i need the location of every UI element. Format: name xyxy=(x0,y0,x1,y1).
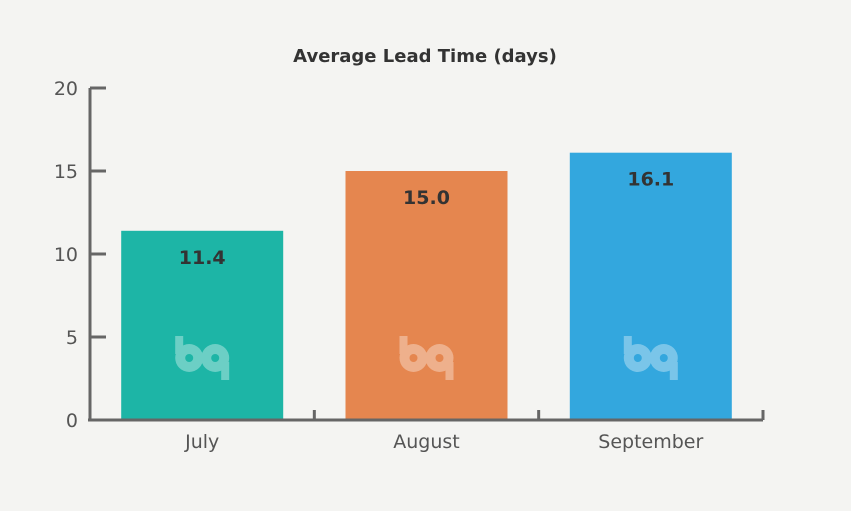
bar-july xyxy=(121,230,284,420)
labels-layer: 11.4 July 15.0 August 16.1 September 0 5 10 15 20 xyxy=(54,78,704,453)
bars-layer xyxy=(121,152,732,420)
y-tick-label: 0 xyxy=(66,410,78,432)
bp-logo-icon xyxy=(175,336,230,380)
y-tick-label: 15 xyxy=(54,161,78,183)
chart-title: Average Lead Time (days) xyxy=(293,46,557,67)
x-tick-label: September xyxy=(598,431,703,453)
bp-logo-icon xyxy=(399,336,454,380)
value-label: 16.1 xyxy=(627,169,674,191)
y-tick-label: 20 xyxy=(54,78,78,100)
bp-logo-icon xyxy=(623,336,678,380)
bar-august xyxy=(345,171,508,420)
value-label: 15.0 xyxy=(403,187,450,209)
y-tick-label: 10 xyxy=(54,244,78,266)
x-tick-label: July xyxy=(184,431,219,453)
y-tick-label: 5 xyxy=(66,327,78,349)
x-tick-label: August xyxy=(393,431,460,453)
bar-september xyxy=(569,152,732,420)
axes-layer xyxy=(88,86,765,422)
value-label: 11.4 xyxy=(179,247,226,269)
